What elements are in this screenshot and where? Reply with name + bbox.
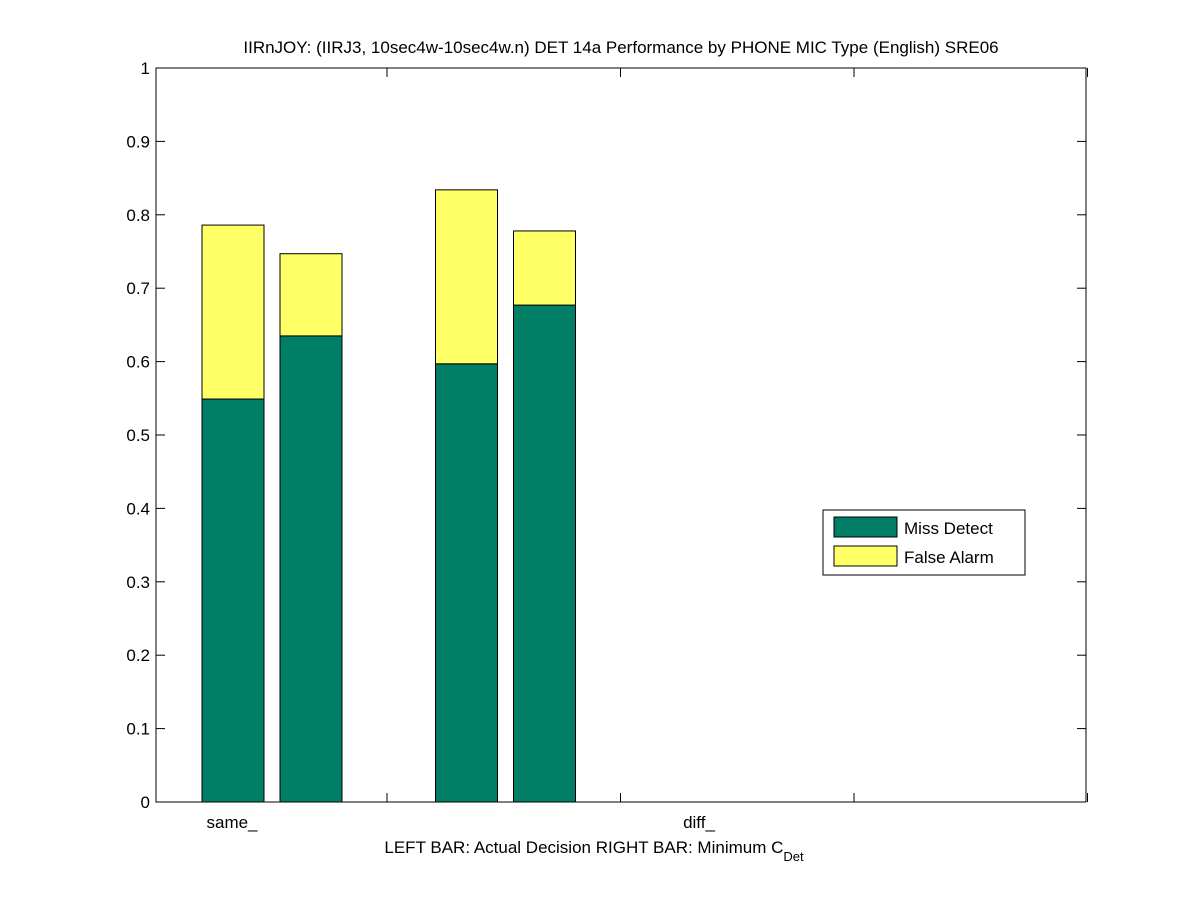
bar-same-actual-false-alarm bbox=[201, 224, 265, 400]
y-tick-label: 0.1 bbox=[126, 720, 150, 739]
bar-same-actual-miss-detect bbox=[201, 398, 265, 803]
x-category-label: same_ bbox=[206, 813, 258, 832]
bar-diff-actual-false-alarm bbox=[435, 189, 498, 365]
bar-diff-min-miss-detect bbox=[513, 304, 576, 803]
y-tick-label: 0.2 bbox=[126, 646, 150, 665]
y-axis: 0 0.1 0.2 0.3 0.4 0.5 0.6 0.7 0.8 0.9 1 bbox=[126, 59, 1086, 812]
bar-diff-actual-miss-detect bbox=[435, 363, 498, 803]
y-tick-label: 0.7 bbox=[126, 279, 150, 298]
x-axis-label-subscript: Det bbox=[783, 849, 804, 864]
y-tick-label: 0.5 bbox=[126, 426, 150, 445]
x-axis-label: LEFT BAR: Actual Decision RIGHT BAR: Min… bbox=[384, 838, 804, 864]
legend: Miss Detect False Alarm bbox=[822, 509, 1026, 576]
bar-same-min-false-alarm bbox=[279, 253, 343, 337]
legend-swatch-false-alarm bbox=[833, 545, 898, 567]
legend-swatch-miss-detect bbox=[833, 516, 898, 538]
y-tick-label: 0.9 bbox=[126, 132, 150, 151]
x-category-label: diff_ bbox=[683, 813, 715, 832]
y-tick-label: 0.6 bbox=[126, 353, 150, 372]
bar-diff-min-false-alarm bbox=[513, 230, 576, 306]
y-tick-label: 0.3 bbox=[126, 573, 150, 592]
y-tick-label: 0.4 bbox=[126, 499, 150, 518]
y-tick-label: 0 bbox=[141, 793, 150, 812]
bar-same-min-miss-detect bbox=[279, 335, 343, 803]
y-tick-label: 1 bbox=[141, 59, 150, 78]
x-axis: same_ diff_ bbox=[206, 68, 1088, 832]
legend-label-miss-detect: Miss Detect bbox=[904, 519, 993, 538]
y-tick-label: 0.8 bbox=[126, 206, 150, 225]
legend-label-false-alarm: False Alarm bbox=[904, 548, 994, 567]
bars bbox=[201, 189, 576, 803]
chart-title: IIRnJOY: (IIRJ3, 10sec4w-10sec4w.n) DET … bbox=[243, 38, 998, 57]
plot-frame bbox=[155, 67, 1087, 803]
x-axis-label-main: LEFT BAR: Actual Decision RIGHT BAR: Min… bbox=[384, 838, 783, 857]
